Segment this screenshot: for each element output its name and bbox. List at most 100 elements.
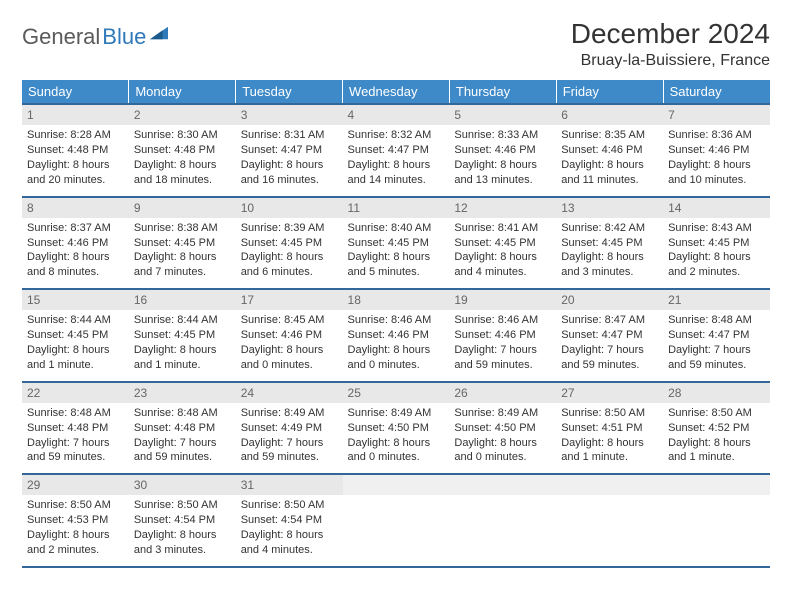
weekday-header: Saturday (663, 80, 770, 104)
day-number: 23 (129, 383, 236, 403)
weekday-header: Tuesday (236, 80, 343, 104)
calendar-day-cell: 28Sunrise: 8:50 AMSunset: 4:52 PMDayligh… (663, 382, 770, 475)
day-details: Sunrise: 8:49 AMSunset: 4:50 PMDaylight:… (449, 403, 556, 473)
day-number: 27 (556, 383, 663, 403)
day-details: Sunrise: 8:50 AMSunset: 4:51 PMDaylight:… (556, 403, 663, 473)
day-details: Sunrise: 8:32 AMSunset: 4:47 PMDaylight:… (343, 125, 450, 195)
day-number: 21 (663, 290, 770, 310)
calendar-day-cell: 14Sunrise: 8:43 AMSunset: 4:45 PMDayligh… (663, 197, 770, 290)
day-number: 18 (343, 290, 450, 310)
day-number: 30 (129, 475, 236, 495)
day-details: Sunrise: 8:49 AMSunset: 4:50 PMDaylight:… (343, 403, 450, 473)
brand-triangle-icon (150, 26, 168, 40)
day-number: 22 (22, 383, 129, 403)
day-details: Sunrise: 8:49 AMSunset: 4:49 PMDaylight:… (236, 403, 343, 473)
day-number: 2 (129, 105, 236, 125)
day-number: 11 (343, 198, 450, 218)
calendar-empty-cell (663, 474, 770, 567)
calendar-day-cell: 4Sunrise: 8:32 AMSunset: 4:47 PMDaylight… (343, 104, 450, 197)
day-details: Sunrise: 8:46 AMSunset: 4:46 PMDaylight:… (343, 310, 450, 380)
calendar-day-cell: 13Sunrise: 8:42 AMSunset: 4:45 PMDayligh… (556, 197, 663, 290)
calendar-day-cell: 1Sunrise: 8:28 AMSunset: 4:48 PMDaylight… (22, 104, 129, 197)
day-number: 19 (449, 290, 556, 310)
day-number: 26 (449, 383, 556, 403)
day-number: 24 (236, 383, 343, 403)
weekday-header-row: SundayMondayTuesdayWednesdayThursdayFrid… (22, 80, 770, 104)
calendar-day-cell: 24Sunrise: 8:49 AMSunset: 4:49 PMDayligh… (236, 382, 343, 475)
day-number: 12 (449, 198, 556, 218)
day-details: Sunrise: 8:40 AMSunset: 4:45 PMDaylight:… (343, 218, 450, 288)
day-number: 4 (343, 105, 450, 125)
location: Bruay-la-Buissiere, France (571, 52, 770, 70)
calendar-day-cell: 22Sunrise: 8:48 AMSunset: 4:48 PMDayligh… (22, 382, 129, 475)
weekday-header: Wednesday (343, 80, 450, 104)
day-details: Sunrise: 8:47 AMSunset: 4:47 PMDaylight:… (556, 310, 663, 380)
calendar-day-cell: 6Sunrise: 8:35 AMSunset: 4:46 PMDaylight… (556, 104, 663, 197)
day-number: 10 (236, 198, 343, 218)
day-details: Sunrise: 8:50 AMSunset: 4:54 PMDaylight:… (129, 495, 236, 565)
calendar-empty-cell (556, 474, 663, 567)
calendar-empty-cell (449, 474, 556, 567)
day-number: 6 (556, 105, 663, 125)
calendar-day-cell: 18Sunrise: 8:46 AMSunset: 4:46 PMDayligh… (343, 289, 450, 382)
day-details: Sunrise: 8:41 AMSunset: 4:45 PMDaylight:… (449, 218, 556, 288)
calendar-day-cell: 11Sunrise: 8:40 AMSunset: 4:45 PMDayligh… (343, 197, 450, 290)
title-block: December 2024 Bruay-la-Buissiere, France (571, 18, 770, 76)
calendar-day-cell: 21Sunrise: 8:48 AMSunset: 4:47 PMDayligh… (663, 289, 770, 382)
calendar-day-cell: 19Sunrise: 8:46 AMSunset: 4:46 PMDayligh… (449, 289, 556, 382)
day-details: Sunrise: 8:50 AMSunset: 4:52 PMDaylight:… (663, 403, 770, 473)
day-details: Sunrise: 8:50 AMSunset: 4:54 PMDaylight:… (236, 495, 343, 565)
day-number: 5 (449, 105, 556, 125)
day-details: Sunrise: 8:48 AMSunset: 4:48 PMDaylight:… (129, 403, 236, 473)
calendar-body: 1Sunrise: 8:28 AMSunset: 4:48 PMDaylight… (22, 104, 770, 567)
calendar-day-cell: 15Sunrise: 8:44 AMSunset: 4:45 PMDayligh… (22, 289, 129, 382)
day-details: Sunrise: 8:37 AMSunset: 4:46 PMDaylight:… (22, 218, 129, 288)
day-details: Sunrise: 8:39 AMSunset: 4:45 PMDaylight:… (236, 218, 343, 288)
calendar-week-row: 1Sunrise: 8:28 AMSunset: 4:48 PMDaylight… (22, 104, 770, 197)
day-details: Sunrise: 8:44 AMSunset: 4:45 PMDaylight:… (22, 310, 129, 380)
calendar-day-cell: 25Sunrise: 8:49 AMSunset: 4:50 PMDayligh… (343, 382, 450, 475)
day-number: 1 (22, 105, 129, 125)
day-details: Sunrise: 8:48 AMSunset: 4:47 PMDaylight:… (663, 310, 770, 380)
day-number: 14 (663, 198, 770, 218)
calendar-day-cell: 31Sunrise: 8:50 AMSunset: 4:54 PMDayligh… (236, 474, 343, 567)
calendar-day-cell: 2Sunrise: 8:30 AMSunset: 4:48 PMDaylight… (129, 104, 236, 197)
calendar-week-row: 22Sunrise: 8:48 AMSunset: 4:48 PMDayligh… (22, 382, 770, 475)
day-number: 8 (22, 198, 129, 218)
calendar-day-cell: 5Sunrise: 8:33 AMSunset: 4:46 PMDaylight… (449, 104, 556, 197)
day-details: Sunrise: 8:38 AMSunset: 4:45 PMDaylight:… (129, 218, 236, 288)
day-number: 15 (22, 290, 129, 310)
calendar-day-cell: 20Sunrise: 8:47 AMSunset: 4:47 PMDayligh… (556, 289, 663, 382)
weekday-header: Sunday (22, 80, 129, 104)
day-details: Sunrise: 8:43 AMSunset: 4:45 PMDaylight:… (663, 218, 770, 288)
day-number: 25 (343, 383, 450, 403)
calendar-day-cell: 29Sunrise: 8:50 AMSunset: 4:53 PMDayligh… (22, 474, 129, 567)
day-details: Sunrise: 8:30 AMSunset: 4:48 PMDaylight:… (129, 125, 236, 195)
calendar-table: SundayMondayTuesdayWednesdayThursdayFrid… (22, 80, 770, 568)
day-details: Sunrise: 8:46 AMSunset: 4:46 PMDaylight:… (449, 310, 556, 380)
calendar-day-cell: 27Sunrise: 8:50 AMSunset: 4:51 PMDayligh… (556, 382, 663, 475)
calendar-day-cell: 26Sunrise: 8:49 AMSunset: 4:50 PMDayligh… (449, 382, 556, 475)
calendar-day-cell: 3Sunrise: 8:31 AMSunset: 4:47 PMDaylight… (236, 104, 343, 197)
day-details: Sunrise: 8:35 AMSunset: 4:46 PMDaylight:… (556, 125, 663, 195)
day-details: Sunrise: 8:33 AMSunset: 4:46 PMDaylight:… (449, 125, 556, 195)
day-number: 9 (129, 198, 236, 218)
day-details: Sunrise: 8:28 AMSunset: 4:48 PMDaylight:… (22, 125, 129, 195)
calendar-day-cell: 30Sunrise: 8:50 AMSunset: 4:54 PMDayligh… (129, 474, 236, 567)
day-details: Sunrise: 8:50 AMSunset: 4:53 PMDaylight:… (22, 495, 129, 565)
day-number: 3 (236, 105, 343, 125)
day-details: Sunrise: 8:44 AMSunset: 4:45 PMDaylight:… (129, 310, 236, 380)
day-number: 31 (236, 475, 343, 495)
day-details: Sunrise: 8:45 AMSunset: 4:46 PMDaylight:… (236, 310, 343, 380)
brand-part1: General (22, 24, 100, 50)
brand-part2: Blue (102, 24, 146, 50)
weekday-header: Thursday (449, 80, 556, 104)
day-number: 20 (556, 290, 663, 310)
calendar-week-row: 29Sunrise: 8:50 AMSunset: 4:53 PMDayligh… (22, 474, 770, 567)
calendar-day-cell: 7Sunrise: 8:36 AMSunset: 4:46 PMDaylight… (663, 104, 770, 197)
day-number: 17 (236, 290, 343, 310)
day-details: Sunrise: 8:42 AMSunset: 4:45 PMDaylight:… (556, 218, 663, 288)
calendar-day-cell: 23Sunrise: 8:48 AMSunset: 4:48 PMDayligh… (129, 382, 236, 475)
day-details: Sunrise: 8:36 AMSunset: 4:46 PMDaylight:… (663, 125, 770, 195)
day-number: 16 (129, 290, 236, 310)
